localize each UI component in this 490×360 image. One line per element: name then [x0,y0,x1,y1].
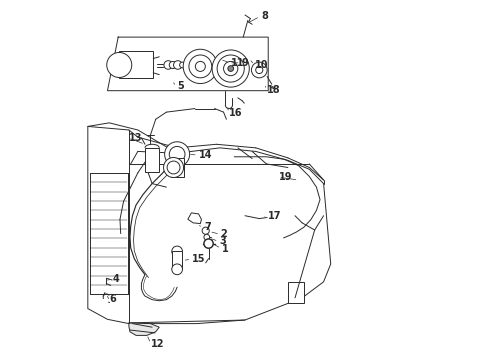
Circle shape [228,66,234,71]
Circle shape [204,239,213,248]
Circle shape [256,66,263,73]
Text: 12: 12 [151,339,165,348]
Polygon shape [188,213,201,224]
Circle shape [223,62,238,76]
Text: 13: 13 [129,133,143,143]
Circle shape [172,264,182,275]
Text: 11: 11 [231,58,244,68]
Polygon shape [129,323,159,336]
Text: 4: 4 [113,274,120,284]
Circle shape [107,53,132,77]
Circle shape [165,142,190,167]
Circle shape [204,234,210,240]
Text: 17: 17 [268,211,282,221]
Circle shape [167,161,180,174]
Circle shape [173,61,182,69]
Text: 10: 10 [255,60,269,70]
Circle shape [212,50,249,87]
Bar [288,282,304,303]
Bar [119,51,153,78]
Circle shape [202,227,209,234]
Bar [172,251,182,269]
Text: 15: 15 [192,254,206,264]
Bar [145,148,159,172]
Circle shape [169,147,185,162]
Circle shape [196,62,205,71]
Bar [171,158,184,177]
Circle shape [164,61,172,69]
Text: 6: 6 [109,294,116,303]
Circle shape [172,246,182,257]
Text: 5: 5 [177,81,184,91]
Circle shape [164,157,184,177]
Text: 7: 7 [204,222,211,232]
Text: 19: 19 [279,172,293,182]
Circle shape [217,55,245,82]
Text: 8: 8 [261,12,268,21]
Circle shape [189,55,212,78]
Circle shape [183,49,218,84]
Text: 16: 16 [229,108,243,118]
Circle shape [251,62,267,78]
Circle shape [169,62,176,68]
Text: 18: 18 [267,85,281,95]
Text: 1: 1 [222,244,228,253]
Text: 2: 2 [220,229,227,239]
Text: 3: 3 [220,237,226,247]
Text: 14: 14 [198,150,212,160]
Text: 9: 9 [242,58,248,68]
Circle shape [180,62,185,68]
